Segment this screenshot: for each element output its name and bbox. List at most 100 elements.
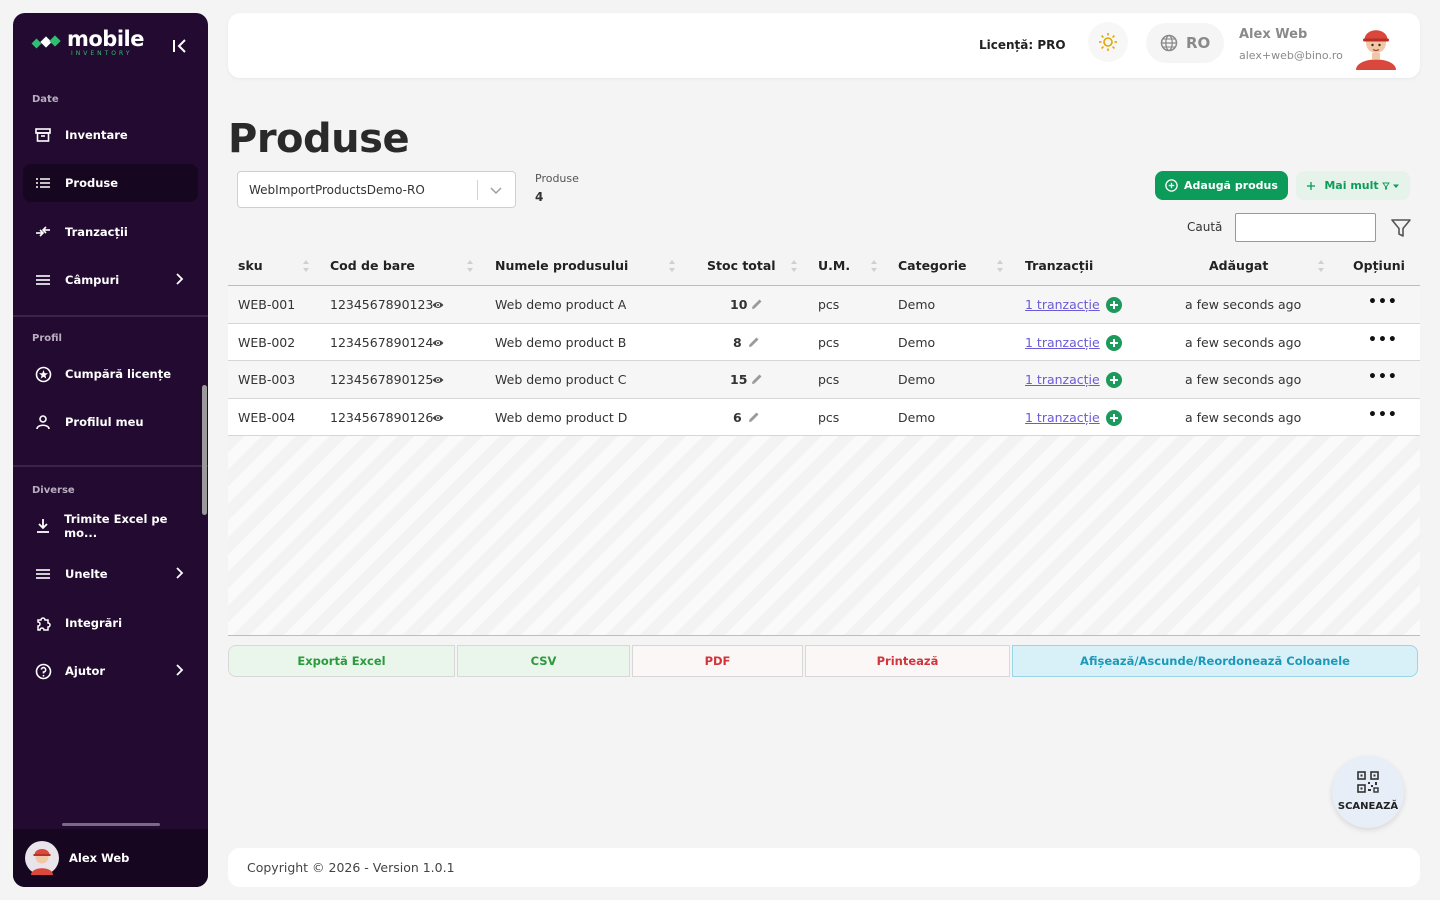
add-transaction-icon[interactable] xyxy=(1106,372,1122,388)
sort-icon[interactable] xyxy=(790,258,798,274)
app-logo[interactable]: mobile INVENTORY xyxy=(31,29,144,57)
download-icon xyxy=(34,517,51,535)
sort-icon[interactable] xyxy=(1317,258,1325,274)
print-button[interactable]: Printează xyxy=(805,645,1010,677)
pencil-icon[interactable] xyxy=(751,373,763,385)
cell-um: pcs xyxy=(818,297,840,312)
sidebar-item-ajutor[interactable]: Ajutor xyxy=(23,652,198,690)
column-header-sku[interactable]: sku xyxy=(238,258,263,273)
add-product-button[interactable]: Adaugă produs xyxy=(1155,171,1288,200)
products-table: sku Cod de bare Numele produsului Stoc t… xyxy=(228,246,1420,436)
more-button[interactable]: Mai mult xyxy=(1296,171,1410,200)
product-count-label: Produse xyxy=(535,172,579,185)
cell-sku: WEB-004 xyxy=(238,409,296,425)
sidebar-item-integrari[interactable]: Integrări xyxy=(23,604,198,642)
transfer-icon xyxy=(34,223,52,241)
qr-scan-icon xyxy=(1357,771,1379,793)
footer: Copyright © 2026 - Version 1.0.1 xyxy=(228,848,1420,887)
column-header-stock[interactable]: Stoc total xyxy=(707,258,776,273)
sidebar-item-label: Inventare xyxy=(65,128,128,142)
column-header-transactions[interactable]: Tranzacții xyxy=(1025,258,1094,273)
column-header-added[interactable]: Adăugat xyxy=(1209,258,1269,273)
theme-toggle-button[interactable] xyxy=(1088,22,1128,62)
row-options-icon[interactable]: ••• xyxy=(1368,369,1398,385)
sidebar-scrollbar[interactable] xyxy=(202,385,207,515)
chevron-down-icon xyxy=(490,187,502,194)
export-csv-button[interactable]: CSV xyxy=(457,645,630,677)
caret-down-icon xyxy=(1392,184,1399,188)
sort-icon[interactable] xyxy=(302,258,310,274)
person-icon xyxy=(34,413,52,431)
add-transaction-icon[interactable] xyxy=(1106,334,1122,351)
column-header-name[interactable]: Numele produsului xyxy=(495,258,629,273)
eye-icon[interactable] xyxy=(432,338,444,348)
cell-sku: WEB-001 xyxy=(238,297,296,312)
sidebar-item-label: Trimite Excel pe mo... xyxy=(64,512,168,540)
transactions-link[interactable]: 1 tranzacție xyxy=(1025,334,1100,350)
transactions-link[interactable]: 1 tranzacție xyxy=(1025,409,1100,425)
transactions-link[interactable]: 1 tranzacție xyxy=(1025,372,1100,387)
avatar[interactable] xyxy=(1354,22,1398,70)
puzzle-icon xyxy=(34,614,52,632)
transactions-link[interactable]: 1 tranzacție xyxy=(1025,297,1100,312)
inventory-select[interactable]: WebImportProductsDemo-RO xyxy=(237,171,516,208)
menu-icon xyxy=(34,271,52,289)
help-icon xyxy=(34,662,52,680)
more-label: Mai mult xyxy=(1324,179,1379,192)
sidebar-item-campuri[interactable]: Câmpuri xyxy=(23,261,198,299)
sort-icon[interactable] xyxy=(870,258,878,274)
cell-sku: WEB-002 xyxy=(238,334,296,350)
table-row[interactable]: WEB-002 1234567890124 Web demo product B… xyxy=(228,323,1420,361)
scan-button[interactable]: SCANEAZĂ xyxy=(1332,756,1404,828)
eye-icon[interactable] xyxy=(432,375,444,385)
pencil-icon[interactable] xyxy=(748,336,760,348)
cell-um: pcs xyxy=(818,409,840,425)
eye-icon[interactable] xyxy=(432,300,444,310)
section-label-date: Date xyxy=(32,94,59,105)
sort-icon[interactable] xyxy=(668,258,676,274)
add-transaction-icon[interactable] xyxy=(1106,409,1122,426)
sidebar-user[interactable]: Alex Web xyxy=(13,829,208,887)
pencil-icon[interactable] xyxy=(748,411,760,423)
cell-sku: WEB-003 xyxy=(238,372,296,387)
filter-icon[interactable] xyxy=(1390,217,1412,239)
sidebar-item-unelte[interactable]: Unelte xyxy=(23,555,198,593)
chevron-right-icon xyxy=(176,273,184,285)
column-header-um[interactable]: U.M. xyxy=(818,258,851,273)
sort-icon[interactable] xyxy=(996,258,1004,274)
sidebar-item-tranzactii[interactable]: Tranzacții xyxy=(23,213,198,251)
sidebar-item-profilul-meu[interactable]: Profilul meu xyxy=(23,403,198,441)
language-switcher[interactable]: RO xyxy=(1146,23,1224,63)
pencil-icon[interactable] xyxy=(751,298,763,310)
header-user-name[interactable]: Alex Web xyxy=(1239,27,1308,42)
sidebar-item-cumpara-licente[interactable]: Cumpără licențe xyxy=(23,355,198,393)
chevron-right-icon xyxy=(176,664,184,676)
sidebar-item-inventare[interactable]: Inventare xyxy=(23,116,198,154)
export-excel-button[interactable]: Exportă Excel xyxy=(228,645,455,677)
avatar xyxy=(25,841,59,875)
export-pdf-button[interactable]: PDF xyxy=(632,645,803,677)
sidebar-item-produse[interactable]: Produse xyxy=(23,164,198,202)
sun-icon xyxy=(1099,33,1117,51)
cell-barcode: 1234567890123 xyxy=(330,297,434,312)
globe-icon xyxy=(1160,34,1178,52)
sort-icon[interactable] xyxy=(466,258,474,274)
table-row[interactable]: WEB-003 1234567890125 Web demo product C… xyxy=(228,361,1420,399)
sidebar-item-label: Ajutor xyxy=(65,664,106,678)
collapse-sidebar-icon[interactable] xyxy=(170,36,190,56)
columns-visibility-button[interactable]: Afișează/Ascunde/Reordonează Coloanele xyxy=(1012,645,1418,677)
sidebar-item-trimite-excel[interactable]: Trimite Excel pe mo... xyxy=(23,507,198,545)
row-options-icon[interactable]: ••• xyxy=(1368,406,1398,423)
add-transaction-icon[interactable] xyxy=(1106,297,1122,313)
row-options-icon[interactable]: ••• xyxy=(1368,331,1398,348)
column-header-category[interactable]: Categorie xyxy=(898,258,967,273)
sidebar-item-label: Cumpără licențe xyxy=(65,367,172,381)
search-input[interactable] xyxy=(1235,213,1376,242)
menu-icon xyxy=(34,565,52,583)
column-header-barcode[interactable]: Cod de bare xyxy=(330,258,415,273)
eye-icon[interactable] xyxy=(432,413,444,423)
table-row[interactable]: WEB-001 1234567890123 Web demo product A… xyxy=(228,286,1420,324)
row-options-icon[interactable]: ••• xyxy=(1368,294,1398,310)
table-row[interactable]: WEB-004 1234567890126 Web demo product D… xyxy=(228,398,1420,436)
sidebar-divider xyxy=(13,465,208,467)
